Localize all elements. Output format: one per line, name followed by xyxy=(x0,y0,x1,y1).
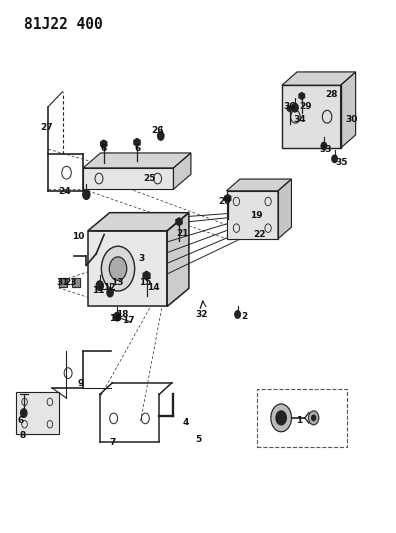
Polygon shape xyxy=(287,106,292,112)
Text: 21: 21 xyxy=(177,229,189,238)
Text: 32: 32 xyxy=(195,310,208,319)
Text: 6: 6 xyxy=(101,144,107,152)
Text: 20: 20 xyxy=(219,197,231,206)
Polygon shape xyxy=(176,218,182,225)
Text: 34: 34 xyxy=(294,116,307,124)
Text: 35: 35 xyxy=(335,158,348,166)
Polygon shape xyxy=(227,191,278,239)
Text: 5: 5 xyxy=(196,435,202,444)
Bar xyxy=(72,278,80,287)
Text: 14: 14 xyxy=(147,284,160,292)
Polygon shape xyxy=(278,179,291,239)
Circle shape xyxy=(107,288,113,297)
Text: 36: 36 xyxy=(284,102,296,111)
Text: 25: 25 xyxy=(143,174,156,183)
Circle shape xyxy=(308,411,319,425)
Circle shape xyxy=(235,311,240,318)
Text: 4: 4 xyxy=(182,418,188,426)
Polygon shape xyxy=(173,153,191,189)
Text: 15: 15 xyxy=(139,278,152,287)
Polygon shape xyxy=(143,271,150,280)
Polygon shape xyxy=(134,139,140,146)
Circle shape xyxy=(21,409,27,417)
Polygon shape xyxy=(227,179,291,191)
Text: 9: 9 xyxy=(78,379,84,388)
Text: 27: 27 xyxy=(40,124,53,132)
Circle shape xyxy=(158,132,164,140)
Circle shape xyxy=(321,142,327,150)
Polygon shape xyxy=(83,168,173,189)
Text: 24: 24 xyxy=(58,188,70,196)
Circle shape xyxy=(83,190,90,199)
Text: 6: 6 xyxy=(17,416,24,424)
Polygon shape xyxy=(88,231,167,306)
Polygon shape xyxy=(299,93,305,99)
Circle shape xyxy=(101,246,135,291)
Text: 19: 19 xyxy=(250,211,263,220)
Polygon shape xyxy=(282,72,356,85)
Bar xyxy=(59,278,67,287)
Text: 29: 29 xyxy=(299,102,312,111)
Circle shape xyxy=(114,312,120,321)
Polygon shape xyxy=(88,213,189,231)
Text: 10: 10 xyxy=(72,232,85,241)
Bar xyxy=(59,278,67,287)
Text: 33: 33 xyxy=(319,145,332,154)
Text: 30: 30 xyxy=(345,116,358,124)
Polygon shape xyxy=(167,213,189,306)
Polygon shape xyxy=(225,195,231,202)
Text: 23: 23 xyxy=(64,278,77,287)
Text: 31: 31 xyxy=(56,278,69,287)
Circle shape xyxy=(271,404,291,432)
Circle shape xyxy=(96,281,103,290)
Circle shape xyxy=(109,257,127,280)
Text: 26: 26 xyxy=(151,126,164,135)
Polygon shape xyxy=(16,392,59,434)
Text: 22: 22 xyxy=(253,230,266,239)
Text: 1: 1 xyxy=(296,416,302,424)
Polygon shape xyxy=(101,140,107,148)
Polygon shape xyxy=(83,153,191,168)
Circle shape xyxy=(292,103,298,112)
Text: 81J22 400: 81J22 400 xyxy=(24,17,103,32)
Circle shape xyxy=(312,415,316,421)
Text: 18: 18 xyxy=(116,310,129,319)
Text: 6: 6 xyxy=(135,144,141,152)
Circle shape xyxy=(276,411,286,425)
Text: 17: 17 xyxy=(122,317,135,325)
Text: 12: 12 xyxy=(103,284,115,292)
Circle shape xyxy=(332,155,337,163)
Bar xyxy=(72,278,80,287)
Text: 28: 28 xyxy=(326,91,338,99)
Text: 16: 16 xyxy=(109,314,121,323)
Text: 8: 8 xyxy=(20,432,26,440)
Text: 13: 13 xyxy=(110,278,123,287)
Text: 3: 3 xyxy=(139,254,145,263)
Polygon shape xyxy=(282,85,341,148)
Polygon shape xyxy=(341,72,356,148)
Text: 7: 7 xyxy=(110,438,116,447)
Text: 2: 2 xyxy=(242,312,248,321)
Text: 11: 11 xyxy=(92,286,105,295)
